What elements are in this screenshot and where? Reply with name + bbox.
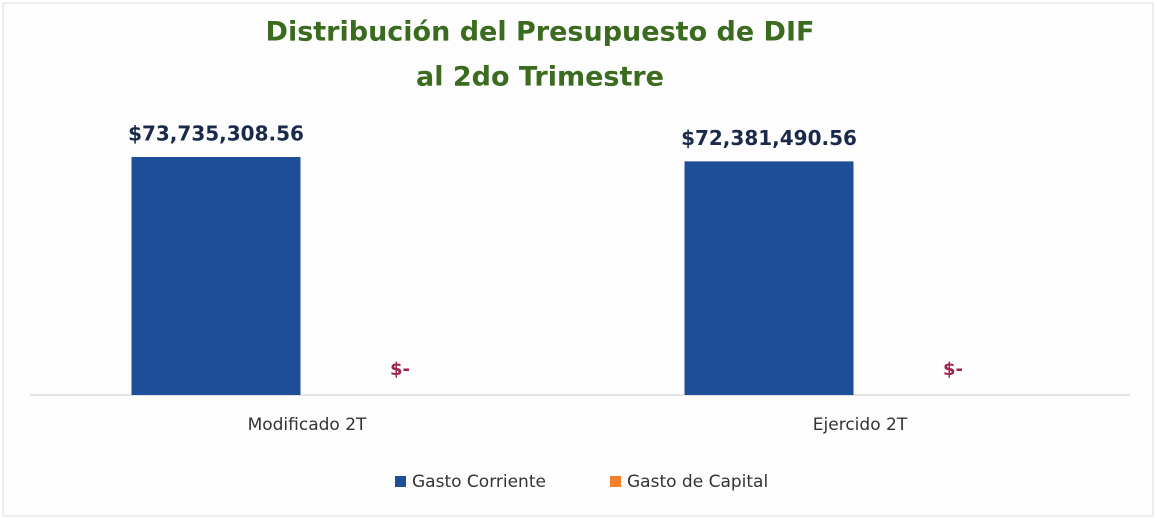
x-tick-label: Ejercido 2T — [813, 415, 908, 435]
value-label: $72,381,490.56 — [681, 126, 857, 150]
bar — [684, 161, 854, 395]
value-label: $- — [390, 359, 410, 380]
chart-title: Distribución del Presupuesto de DIF — [266, 17, 815, 48]
chart-title: al 2do Trimestre — [416, 62, 664, 93]
legend-swatch — [610, 476, 621, 487]
legend-label: Gasto de Capital — [627, 472, 768, 492]
x-tick-label: Modificado 2T — [248, 415, 367, 435]
bar — [131, 157, 301, 395]
value-label: $- — [943, 359, 963, 380]
legend-label: Gasto Corriente — [412, 472, 546, 492]
legend-swatch — [395, 476, 406, 487]
value-label: $73,735,308.56 — [128, 122, 304, 146]
